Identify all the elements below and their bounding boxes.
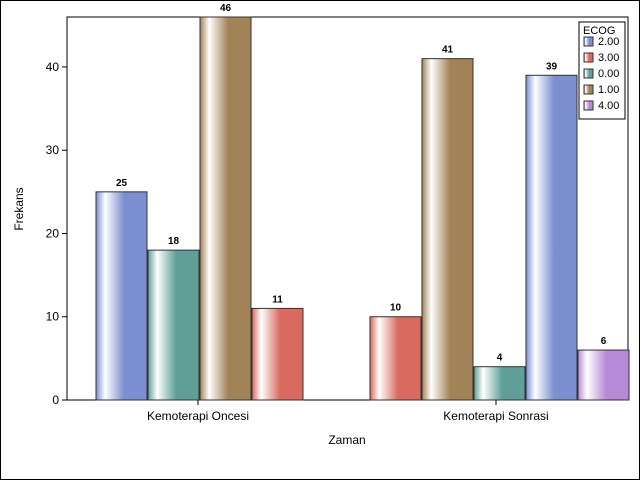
legend-entry-label: 4.00: [598, 100, 619, 112]
y-tick-label: 0: [52, 393, 59, 407]
legend-title: ECOG: [583, 25, 615, 37]
bar-value-label: 4: [497, 353, 503, 364]
x-axis: Kemoterapi Oncesi Kemoterapi Sonrasi: [147, 400, 549, 423]
legend-swatch: [583, 36, 594, 47]
x-tick-label: Kemoterapi Oncesi: [147, 409, 249, 423]
legend-swatch: [583, 100, 594, 111]
bar: [421, 58, 474, 401]
y-tick-label: 30: [46, 143, 60, 157]
legend-entry-label: 0.00: [598, 68, 619, 80]
bar-value-label: 6: [601, 336, 607, 347]
x-axis-title: Zaman: [328, 433, 365, 447]
bar-value-label: 39: [546, 61, 558, 72]
legend-entry-label: 2.00: [598, 36, 619, 48]
legend-entry-label: 3.00: [598, 52, 619, 64]
bar: [147, 249, 200, 401]
bar: [199, 16, 252, 401]
bar-value-label: 18: [168, 236, 180, 247]
y-axis: 0 10 20 30 40: [46, 60, 67, 407]
bar-value-label: 41: [442, 45, 454, 56]
bar: [251, 307, 304, 401]
y-axis-title: Frekans: [12, 187, 26, 230]
bar: [369, 316, 422, 401]
legend-swatch: [583, 68, 594, 79]
legend-swatch: [583, 84, 594, 95]
bar: [473, 366, 526, 401]
bar-value-label: 11: [272, 294, 283, 305]
y-tick-label: 10: [46, 310, 60, 324]
bar-value-label: 46: [220, 3, 232, 14]
bar-value-label: 10: [390, 303, 402, 314]
legend-swatch: [583, 52, 594, 63]
bar: [95, 191, 148, 401]
bar: [525, 74, 578, 401]
bar-value-label: 25: [116, 178, 128, 189]
y-tick-label: 20: [46, 226, 60, 240]
bars: 25 18 46 11 10 41 4 39 6: [95, 3, 630, 401]
x-tick-label: Kemoterapi Sonrasi: [443, 409, 548, 423]
bar: [577, 349, 630, 401]
y-tick-label: 40: [46, 60, 60, 74]
legend-entry-label: 1.00: [598, 84, 619, 96]
legend: ECOG 2.00 3.00 0.00 1.00 4.00: [578, 21, 626, 120]
